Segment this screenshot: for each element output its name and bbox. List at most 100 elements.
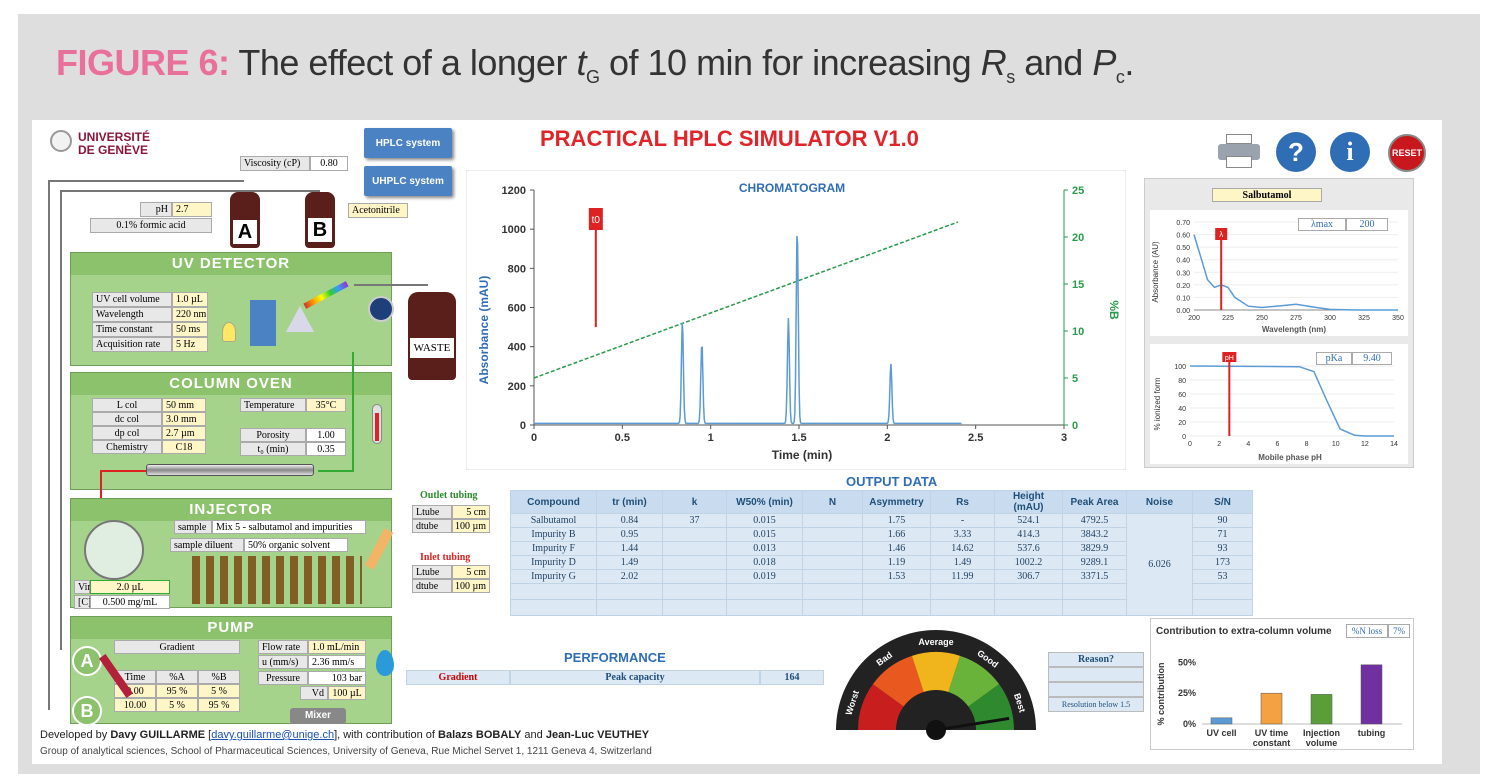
- sample-label: sample: [174, 520, 212, 534]
- gradient-row-1-a[interactable]: 95 %: [156, 684, 198, 698]
- chromatogram-y-tick-label: 1200: [502, 185, 526, 197]
- chromatogram-xlabel: Time (min): [772, 448, 832, 462]
- output-cell: [662, 527, 727, 542]
- modifier-a-field[interactable]: 0.1% formic acid: [90, 218, 212, 233]
- ionization-x-tick-label: 6: [1275, 441, 1279, 448]
- temperature-label: Temperature: [240, 398, 306, 412]
- ionization-x-tick-label: 0: [1188, 441, 1192, 448]
- thermometer-button-icon[interactable]: [368, 296, 394, 322]
- flow-rate-field[interactable]: 1.0 mL/min: [308, 640, 366, 654]
- particle-size-label: dp col: [92, 426, 162, 440]
- viscosity-field[interactable]: 0.80: [310, 156, 348, 171]
- gauge-segment: [858, 684, 904, 730]
- gauge-hub: [926, 720, 946, 740]
- bar-category-label: Injection: [1303, 728, 1340, 738]
- chemistry-field[interactable]: C18: [162, 440, 206, 454]
- ph-field[interactable]: 2.7: [172, 202, 212, 217]
- uv-detector-title: UV DETECTOR: [71, 253, 391, 275]
- gradient-row: 10.00 5 % 95 %: [114, 698, 240, 712]
- gradient-row-1-b[interactable]: 5 %: [198, 684, 240, 698]
- uv-spectrum-x-tick-label: 225: [1222, 315, 1234, 322]
- table-row: Impurity B 0.95 0.015 1.66 3.33 414.3 3843.2 71: [510, 527, 1253, 542]
- chromatogram-y2-tick-label: 20: [1072, 232, 1084, 244]
- gradient-row-2-a[interactable]: 5 %: [156, 698, 198, 712]
- title-t-sub: G: [585, 67, 600, 88]
- gradient-a-header: %A: [156, 670, 198, 684]
- chromatogram-y2-tick-label: 0: [1072, 420, 1078, 432]
- reason-box: Reason? Resolution below 1.5: [1048, 652, 1144, 742]
- particle-size-field[interactable]: 2.7 µm: [162, 426, 206, 440]
- sample-diluent-select[interactable]: 50% organic solvent: [244, 538, 348, 552]
- output-cell: Impurity F: [510, 541, 597, 556]
- sample-select[interactable]: Mix 5 - salbutamol and impurities: [212, 520, 366, 534]
- t0-field: 0.35: [306, 442, 346, 456]
- water-drop-icon: [376, 650, 394, 676]
- column-length-field[interactable]: 50 mm: [162, 398, 206, 412]
- output-cell: 1.49: [930, 555, 995, 570]
- acquisition-rate-label: Acquisition rate: [92, 337, 172, 352]
- ionization-x-tick-label: 12: [1361, 441, 1369, 448]
- uv-spectrum-x-tick-label: 275: [1290, 315, 1302, 322]
- inlet-diameter-field[interactable]: 100 µm: [452, 579, 490, 593]
- reason-label: Reason?: [1048, 652, 1144, 667]
- logo-line-1: UNIVERSITÉ: [78, 130, 151, 144]
- output-cell: 2.02: [596, 569, 663, 584]
- gradient-row-2-time[interactable]: 10.00: [114, 698, 156, 712]
- velocity-field: 2.36 mm/s: [308, 655, 366, 669]
- uv-spectrum-frame: [1150, 210, 1408, 336]
- outlet-length-label: Ltube: [412, 505, 452, 519]
- output-cell: 524.1: [994, 513, 1063, 528]
- porosity-field[interactable]: 1.00: [306, 428, 346, 442]
- inlet-length-field[interactable]: 5 cm: [452, 565, 490, 579]
- output-header-cell: Peak Area: [1062, 490, 1127, 514]
- bar: [1210, 717, 1233, 725]
- outlet-length-field[interactable]: 5 cm: [452, 505, 490, 519]
- pump-title: PUMP: [71, 617, 391, 639]
- reason-text: Resolution below 1.5: [1048, 697, 1144, 712]
- output-cell: 1.44: [596, 541, 663, 556]
- output-cell: 0.015: [726, 527, 803, 542]
- solvent-b-field[interactable]: Acetonitrile: [348, 203, 408, 218]
- uv-cell-volume-field[interactable]: 1.0 µL: [172, 292, 208, 307]
- wavelength-field[interactable]: 220 nm: [172, 307, 208, 322]
- output-table-wrap: Compound tr (min) k W50% (min) N Asymmetry Rs H…: [510, 490, 1253, 616]
- output-cell: [596, 583, 663, 600]
- output-cell: Impurity G: [510, 569, 597, 584]
- acquisition-rate-field[interactable]: 5 Hz: [172, 337, 208, 352]
- waste-line: [354, 284, 428, 286]
- table-row: [510, 583, 1253, 600]
- chromatogram-x-tick-label: 1.5: [791, 432, 806, 444]
- gradient-row-2-b[interactable]: 95 %: [198, 698, 240, 712]
- printer-icon[interactable]: [1218, 134, 1260, 168]
- reset-button[interactable]: RESET: [1388, 134, 1426, 172]
- help-button[interactable]: ?: [1276, 132, 1316, 172]
- dwell-volume-field[interactable]: 100 µL: [328, 686, 366, 700]
- column-diameter-field[interactable]: 3.0 mm: [162, 412, 206, 426]
- ph-label: pH: [140, 202, 172, 217]
- gauge-segment: [948, 655, 1000, 707]
- time-constant-field[interactable]: 50 ms: [172, 322, 208, 337]
- output-cell: Salbutamol: [510, 513, 597, 528]
- performance-row: Gradient Peak capacity 164: [406, 670, 824, 685]
- info-button[interactable]: i: [1330, 132, 1370, 172]
- vinj-field[interactable]: 2.0 µL: [90, 580, 170, 594]
- output-cell: Impurity B: [510, 527, 597, 542]
- reason-row-empty-2: [1048, 682, 1144, 697]
- title-text-1: The effect of a longer: [238, 42, 567, 83]
- conc-field[interactable]: 0.500 mg/mL: [90, 595, 170, 609]
- chromatogram-plot: t0: [533, 208, 962, 425]
- output-header-cell: N: [802, 490, 863, 514]
- ionization-line: [1189, 365, 1394, 437]
- bar-y-tick-label: 25%: [1178, 688, 1196, 698]
- output-cell: [802, 527, 863, 542]
- outlet-diameter-field[interactable]: 100 µm: [452, 519, 490, 533]
- gauge-segment: [911, 652, 961, 692]
- output-cell: [802, 513, 863, 528]
- uhplc-system-button[interactable]: UHPLC system: [364, 166, 452, 196]
- hplc-system-button[interactable]: HPLC system: [364, 128, 452, 158]
- sn-cell: 93: [1192, 541, 1253, 556]
- bar-y-tick-label: 0%: [1183, 719, 1196, 729]
- table-row: Salbutamol 0.84 37 0.015 1.75-524.1 4792.5 6.0…: [510, 513, 1253, 616]
- temperature-field[interactable]: 35°C: [306, 398, 346, 412]
- footer-email-link[interactable]: davy.guillarme@unige.ch: [211, 729, 335, 741]
